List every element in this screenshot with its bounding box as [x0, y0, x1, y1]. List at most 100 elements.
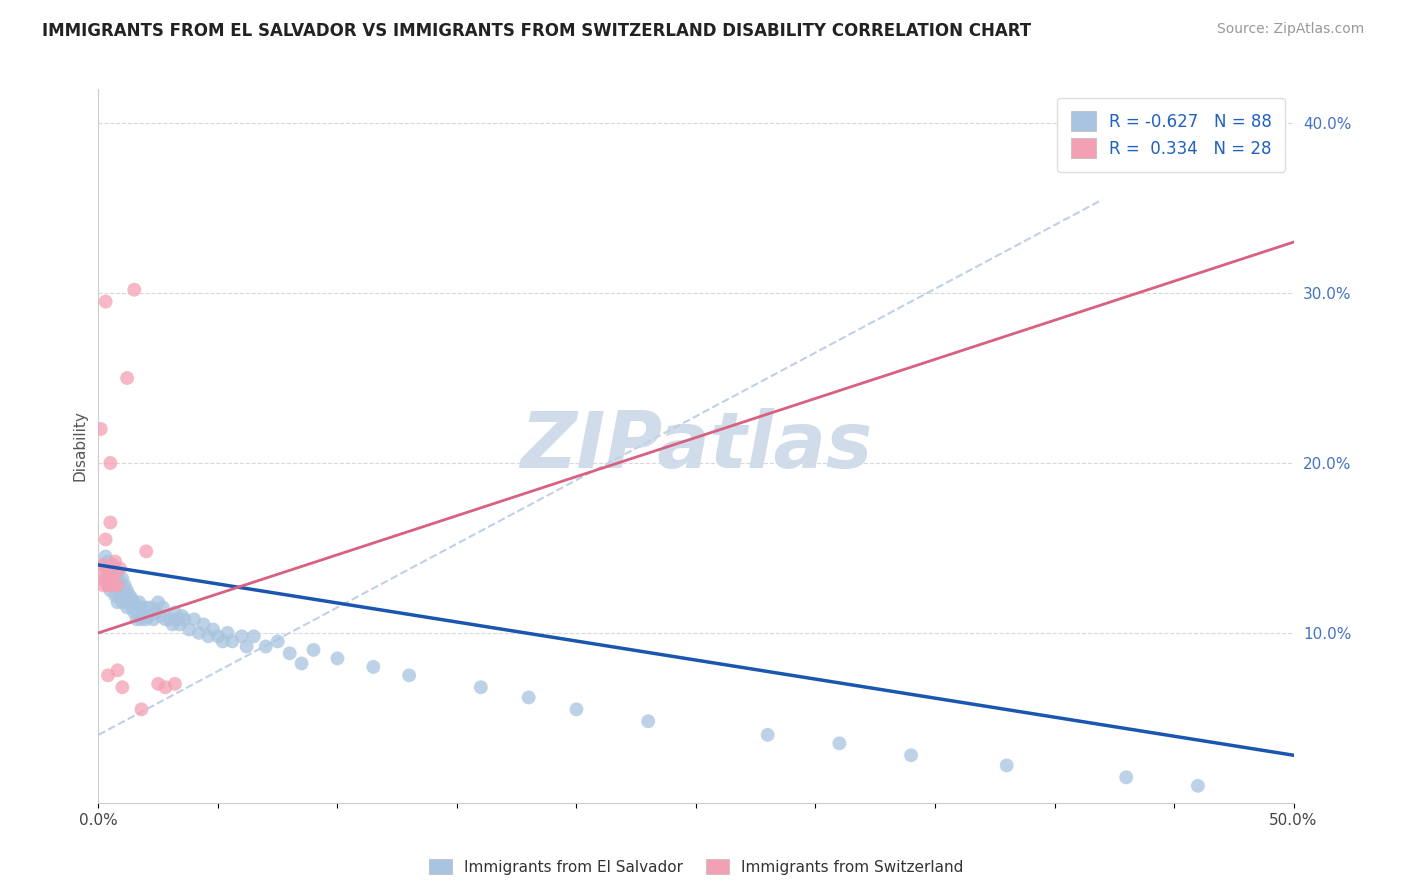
Point: [108, 561, 131, 575]
Point: [97, 578, 120, 592]
Point: [114, 578, 136, 592]
Point: [121, 591, 143, 606]
Legend: Immigrants from El Salvador, Immigrants from Switzerland: Immigrants from El Salvador, Immigrants …: [423, 853, 969, 880]
Point: [756, 728, 779, 742]
Point: [107, 663, 129, 677]
Point: [398, 668, 420, 682]
Point: [94, 294, 117, 309]
Point: [101, 578, 124, 592]
Point: [326, 651, 349, 665]
Point: [115, 600, 138, 615]
Point: [104, 565, 127, 579]
Point: [104, 574, 127, 589]
Point: [111, 572, 134, 586]
Point: [135, 612, 157, 626]
Point: [138, 608, 160, 623]
Point: [243, 629, 266, 643]
Point: [128, 608, 150, 623]
Point: [125, 600, 148, 615]
Point: [115, 371, 138, 385]
Point: [98, 516, 122, 530]
Point: [163, 606, 186, 620]
Point: [111, 680, 134, 694]
Point: [278, 646, 301, 660]
Point: [101, 558, 124, 572]
Point: [104, 555, 127, 569]
Point: [183, 612, 205, 626]
Point: [121, 600, 143, 615]
Point: [211, 634, 233, 648]
Point: [91, 558, 114, 572]
Point: [97, 566, 120, 581]
Point: [107, 578, 129, 592]
Point: [98, 583, 122, 598]
Point: [1187, 779, 1209, 793]
Point: [94, 549, 117, 564]
Point: [98, 572, 122, 586]
Point: [139, 600, 162, 615]
Point: [101, 558, 124, 572]
Point: [155, 680, 177, 694]
Point: [125, 612, 148, 626]
Point: [155, 612, 177, 626]
Point: [565, 702, 588, 716]
Point: [101, 566, 124, 581]
Point: [254, 640, 277, 654]
Point: [162, 617, 184, 632]
Y-axis label: Disability: Disability: [72, 410, 87, 482]
Point: [118, 595, 141, 609]
Point: [159, 612, 181, 626]
Point: [94, 533, 117, 547]
Point: [98, 561, 122, 575]
Point: [91, 558, 114, 572]
Point: [291, 657, 314, 671]
Point: [131, 612, 153, 626]
Point: [111, 583, 134, 598]
Point: [172, 608, 194, 623]
Point: [267, 634, 290, 648]
Point: [94, 572, 117, 586]
Point: [128, 595, 150, 609]
Point: [111, 595, 134, 609]
Point: [363, 660, 385, 674]
Point: [90, 566, 112, 581]
Point: [169, 617, 191, 632]
Point: [107, 578, 129, 592]
Point: [900, 748, 922, 763]
Text: Source: ZipAtlas.com: Source: ZipAtlas.com: [1216, 22, 1364, 37]
Point: [131, 600, 153, 615]
Point: [118, 589, 141, 603]
Point: [124, 595, 146, 609]
Point: [135, 600, 157, 615]
Point: [142, 612, 165, 626]
Point: [91, 578, 114, 592]
Point: [115, 583, 138, 598]
Point: [114, 591, 136, 606]
Text: ZIPatlas: ZIPatlas: [520, 408, 872, 484]
Point: [132, 606, 155, 620]
Text: IMMIGRANTS FROM EL SALVADOR VS IMMIGRANTS FROM SWITZERLAND DISABILITY CORRELATIO: IMMIGRANTS FROM EL SALVADOR VS IMMIGRANT…: [42, 22, 1032, 40]
Point: [90, 422, 112, 436]
Point: [302, 643, 325, 657]
Point: [152, 600, 174, 615]
Point: [135, 544, 157, 558]
Point: [828, 736, 851, 750]
Point: [193, 617, 215, 632]
Point: [173, 612, 195, 626]
Point: [148, 595, 170, 609]
Point: [108, 589, 131, 603]
Point: [235, 640, 257, 654]
Point: [107, 566, 129, 581]
Point: [94, 574, 117, 589]
Point: [207, 629, 229, 643]
Point: [197, 629, 219, 643]
Point: [107, 595, 129, 609]
Point: [1115, 770, 1137, 784]
Point: [187, 626, 209, 640]
Point: [104, 566, 127, 581]
Point: [97, 578, 120, 592]
Point: [98, 456, 122, 470]
Point: [217, 626, 239, 640]
Point: [202, 623, 225, 637]
Point: [166, 612, 188, 626]
